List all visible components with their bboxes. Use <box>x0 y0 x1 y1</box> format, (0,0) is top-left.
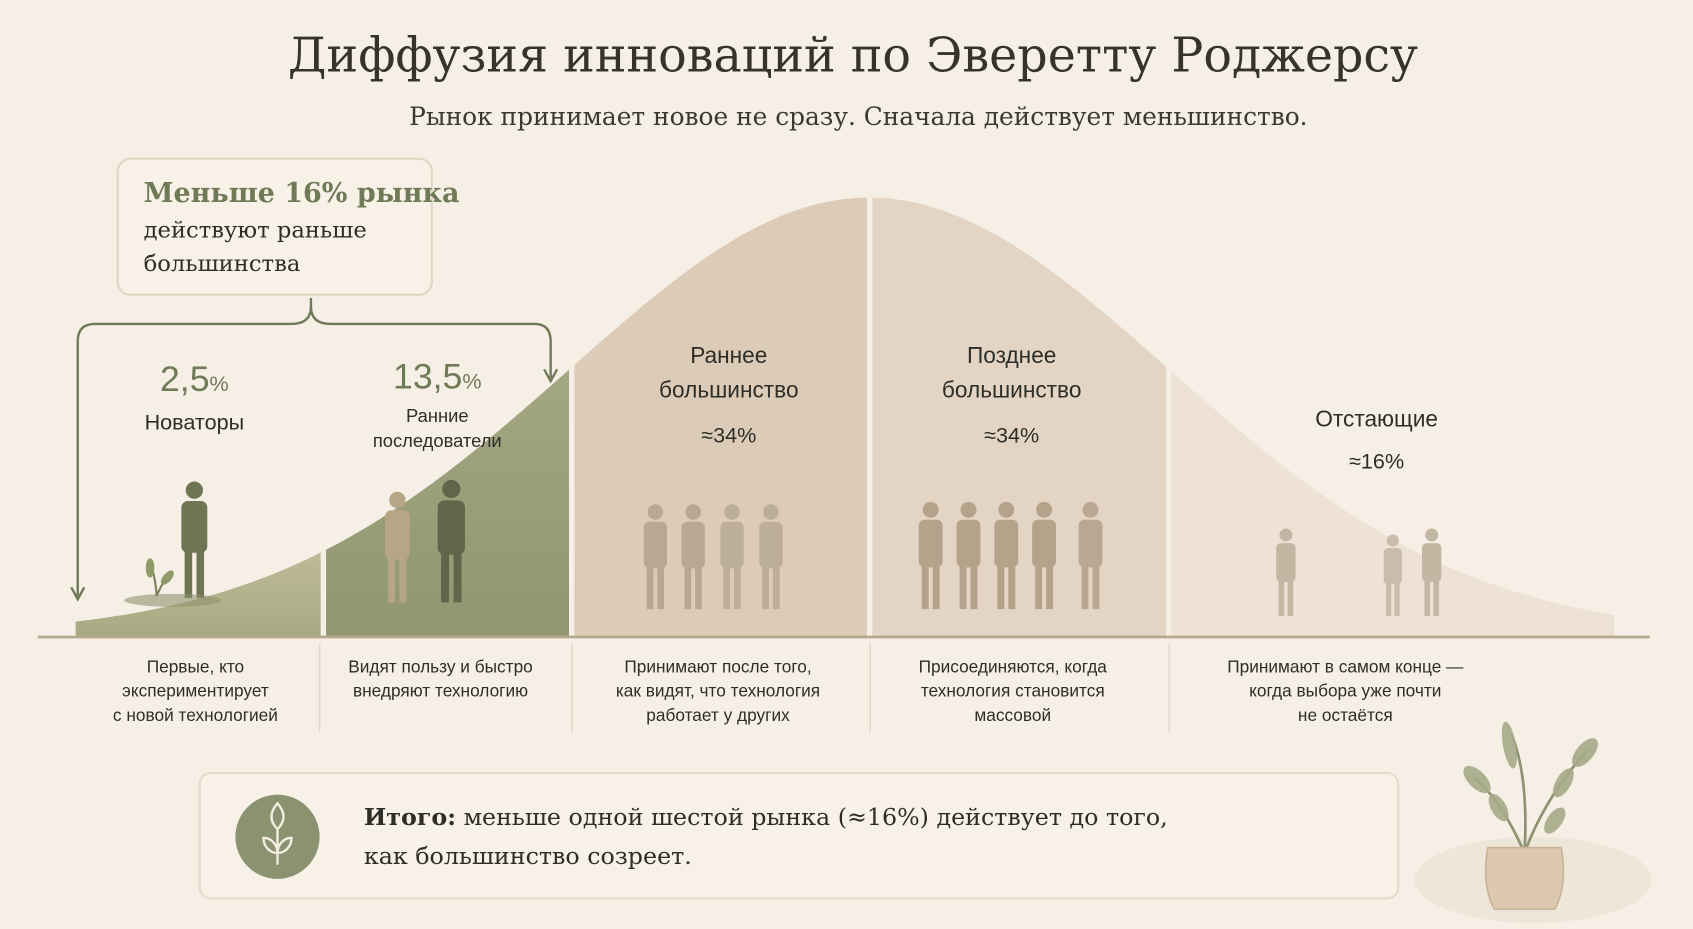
potted-plant-illustration <box>1414 721 1652 924</box>
description-early-adopters-2: внедряют технологию <box>353 680 528 700</box>
curve-segment-late-majority <box>872 197 1167 638</box>
description-late-majority-3: массовой <box>974 705 1051 725</box>
description-innovators-2: экспериментирует <box>122 680 269 700</box>
person-figure <box>437 479 465 603</box>
innovators-percent: 2,5% <box>160 359 229 399</box>
description-early-adopters-1: Видят пользу и быстро <box>348 657 533 677</box>
person-figure <box>181 481 208 599</box>
page-subtitle: Рынок принимает новое не сразу. Сначала … <box>409 102 1307 131</box>
description-early-majority-3: работает у других <box>646 705 790 725</box>
person-figure <box>1078 501 1103 610</box>
early-majority-label-2: большинство <box>659 376 799 402</box>
early-adopters-label-2: последователи <box>373 430 502 451</box>
callout-box: Меньше 16% рынка действуют раньше больши… <box>116 157 460 296</box>
summary-line-1: Итого: меньше одной шестой рынка (≈16%) … <box>364 803 1168 831</box>
early-majority-percent: ≈34% <box>701 423 756 448</box>
early-adopters-label-1: Ранние <box>406 405 469 426</box>
early-adopters-percent: 13,5% <box>393 357 482 397</box>
person-figure <box>1276 528 1296 616</box>
segment-late-majority: Позднее большинство ≈34% <box>942 342 1082 448</box>
curve-segment-innovators <box>75 552 321 638</box>
person-figure <box>918 501 943 610</box>
description-laggards-2: когда выбора уже почти <box>1249 680 1441 700</box>
summary-box: Итого: меньше одной шестой рынка (≈16%) … <box>198 771 1400 900</box>
callout-line-3: большинства <box>144 251 301 277</box>
late-majority-label-1: Позднее <box>967 342 1056 368</box>
descriptions: Первые, кто экспериментирует с новой тех… <box>113 657 1464 726</box>
laggards-label: Отстающие <box>1315 405 1438 431</box>
person-figure <box>1032 501 1056 610</box>
late-majority-percent: ≈34% <box>984 423 1039 448</box>
late-majority-label-2: большинство <box>942 376 1082 402</box>
description-innovators-3: с новой технологией <box>113 705 278 725</box>
segment-early-majority: Раннее большинство ≈34% <box>659 342 799 448</box>
innovators-label: Новаторы <box>145 410 244 435</box>
callout-highlight: Меньше 16% рынка <box>144 178 460 209</box>
sprout-illustration <box>124 558 222 607</box>
bracket-arrows <box>70 297 559 602</box>
person-figure <box>385 491 410 603</box>
person-figure <box>681 504 705 610</box>
description-laggards-3: не остаётся <box>1298 705 1393 725</box>
early-majority-label-1: Раннее <box>690 342 767 368</box>
person-figure <box>1383 534 1402 617</box>
person-figure <box>759 504 783 610</box>
person-figure <box>720 504 744 610</box>
page-title: Диффузия инноваций по Эверетту Роджерсу <box>288 28 1418 83</box>
segment-innovators: 2,5% Новаторы <box>145 359 244 435</box>
callout-line-2: действуют раньше <box>144 218 367 244</box>
description-late-majority-2: технология становится <box>921 680 1105 700</box>
description-early-majority-2: как видят, что технология <box>616 680 820 700</box>
description-innovators-1: Первые, кто <box>147 657 244 677</box>
segment-early-adopters: 13,5% Ранние последователи <box>373 357 502 451</box>
description-laggards-1: Принимают в самом конце — <box>1227 657 1464 677</box>
description-late-majority-1: Присоединяются, когда <box>919 657 1108 677</box>
person-figure <box>956 501 981 610</box>
column-dividers <box>318 643 1171 733</box>
person-figure <box>1421 528 1442 616</box>
people-figures <box>124 479 1442 617</box>
person-figure <box>643 504 668 610</box>
summary-line-2: как большинство созреет. <box>364 842 692 870</box>
sprout-icon <box>235 794 320 879</box>
laggards-percent: ≈16% <box>1349 449 1404 474</box>
segment-laggards: Отстающие ≈16% <box>1315 405 1438 473</box>
person-figure <box>994 501 1019 610</box>
curve-segment-early-majority <box>574 197 867 638</box>
description-early-majority-1: Принимают после того, <box>624 657 811 677</box>
